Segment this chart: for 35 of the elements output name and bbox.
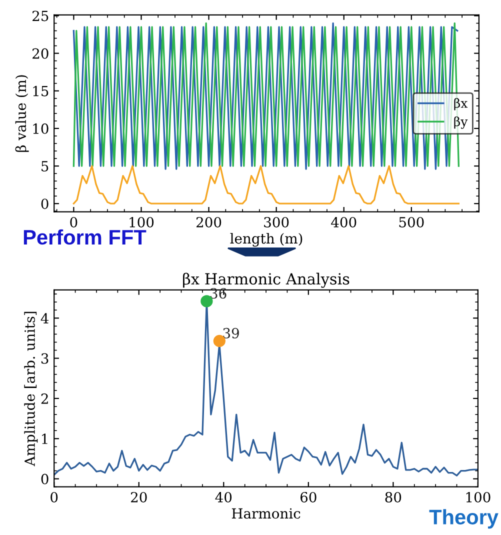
y-axis-title: Amplitude [arb. units] bbox=[24, 312, 38, 466]
x-tick-label: 100 bbox=[466, 492, 490, 502]
x-axis-title: Harmonic bbox=[232, 508, 300, 519]
x-tick-label: 100 bbox=[130, 216, 154, 228]
x-tick-label: 0 bbox=[70, 216, 78, 228]
y-tick-label: 1 bbox=[42, 434, 48, 444]
y-tick-label: 0 bbox=[41, 474, 48, 484]
y-tick-label: 15 bbox=[33, 86, 48, 96]
legend-label: βy bbox=[454, 116, 468, 129]
y-tick-label: 20 bbox=[32, 48, 48, 59]
legend-label: βx bbox=[454, 98, 468, 110]
y-axis-title: β value (m) bbox=[15, 75, 29, 152]
text: Theory bbox=[429, 509, 498, 529]
text: Perform FFT bbox=[24, 229, 146, 245]
x-tick-label: 400 bbox=[331, 216, 356, 228]
x-tick-label: 500 bbox=[399, 216, 424, 228]
y-tick-label: 0 bbox=[41, 198, 48, 210]
x-tick-label: 0 bbox=[50, 492, 58, 502]
x-tick-label: 20 bbox=[130, 492, 147, 502]
annotation: 39 bbox=[223, 328, 239, 338]
chart-title: βx Harmonic Analysis bbox=[183, 272, 350, 288]
line-series bbox=[72, 165, 460, 204]
annotation: 36 bbox=[210, 288, 226, 299]
x-tick-label: 300 bbox=[264, 216, 289, 228]
y-tick-label: 4 bbox=[40, 313, 49, 324]
y-tick-label: 25 bbox=[32, 10, 48, 22]
x-tick-label: 80 bbox=[385, 492, 402, 502]
x-tick-label: 200 bbox=[196, 216, 222, 228]
y-tick-label: 10 bbox=[33, 123, 48, 134]
x-tick-label: 40 bbox=[215, 492, 232, 502]
y-tick-label: 5 bbox=[42, 161, 48, 172]
y-tick-label: 3 bbox=[41, 353, 48, 364]
x-axis-title: length (m) bbox=[230, 232, 302, 247]
x-tick-label: 60 bbox=[300, 492, 316, 502]
y-tick-label: 2 bbox=[41, 393, 48, 404]
